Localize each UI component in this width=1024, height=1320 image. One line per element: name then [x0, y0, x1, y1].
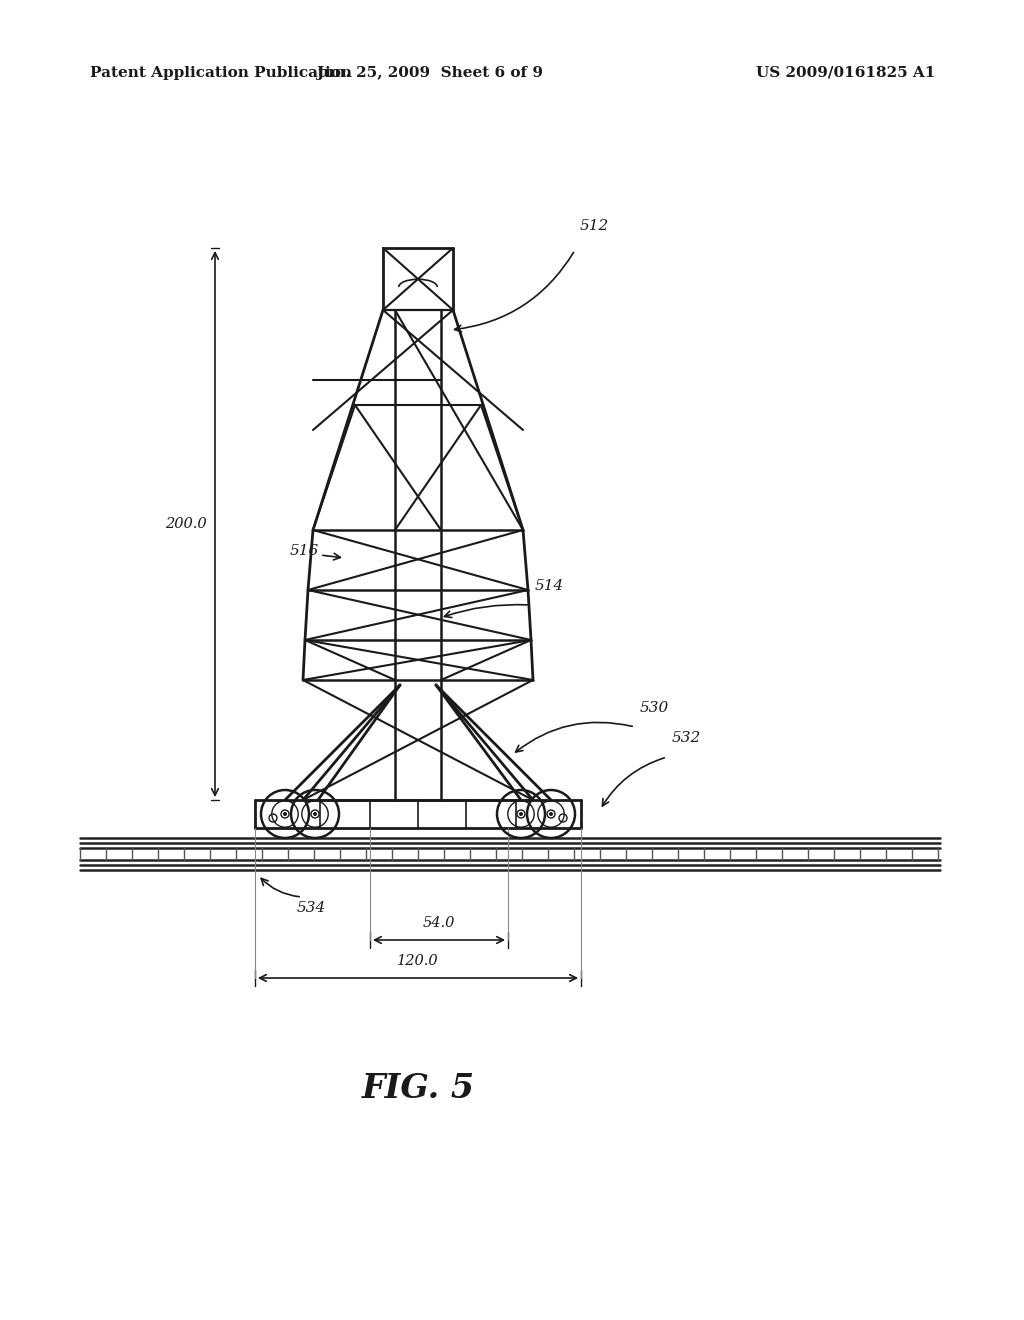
Circle shape [313, 812, 317, 816]
Text: Jun. 25, 2009  Sheet 6 of 9: Jun. 25, 2009 Sheet 6 of 9 [316, 66, 544, 81]
Circle shape [311, 810, 319, 818]
Circle shape [519, 812, 523, 816]
Circle shape [547, 810, 555, 818]
Text: Patent Application Publication: Patent Application Publication [90, 66, 352, 81]
Circle shape [549, 812, 553, 816]
Text: 530: 530 [640, 701, 670, 715]
Text: 516: 516 [290, 544, 319, 558]
Text: US 2009/0161825 A1: US 2009/0161825 A1 [756, 66, 935, 81]
Circle shape [281, 810, 289, 818]
Text: 54.0: 54.0 [423, 916, 456, 931]
Text: 532: 532 [672, 731, 701, 744]
Text: 534: 534 [297, 902, 327, 915]
Circle shape [283, 812, 287, 816]
Text: 514: 514 [535, 579, 564, 593]
Text: FIG. 5: FIG. 5 [361, 1072, 474, 1105]
Text: 120.0: 120.0 [397, 954, 439, 968]
Circle shape [517, 810, 525, 818]
Text: 200.0: 200.0 [165, 517, 207, 531]
Text: 512: 512 [580, 219, 609, 234]
